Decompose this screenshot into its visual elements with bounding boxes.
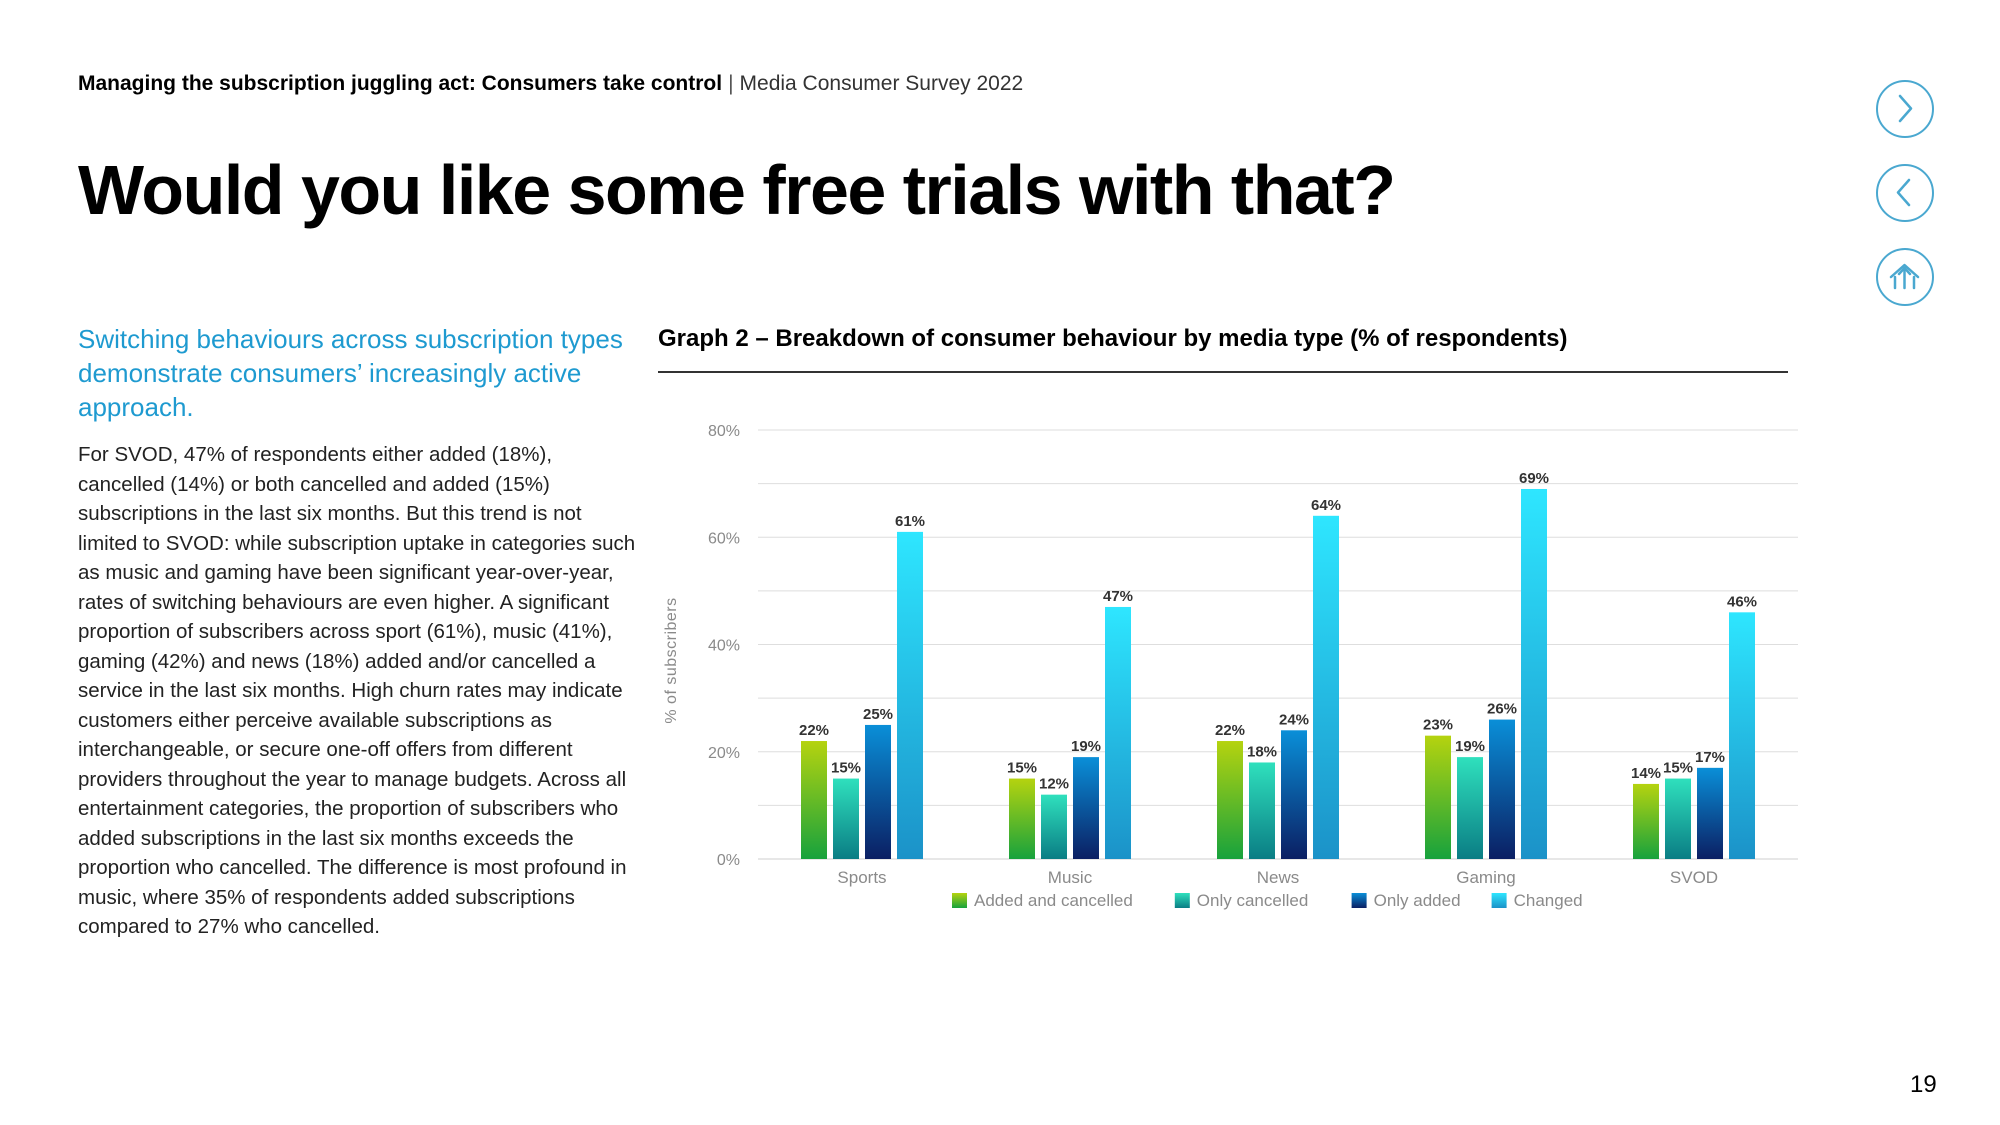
x-tick-label: News bbox=[1257, 868, 1300, 887]
legend-swatch bbox=[1491, 893, 1507, 908]
bar bbox=[1697, 767, 1723, 859]
bar bbox=[801, 741, 827, 859]
data-label: 19% bbox=[1071, 738, 1101, 755]
data-label: 12% bbox=[1039, 776, 1069, 793]
bar bbox=[1073, 757, 1099, 859]
x-tick-label: SVOD bbox=[1670, 868, 1718, 887]
legend-swatch bbox=[1174, 893, 1190, 908]
data-label: 61% bbox=[895, 513, 925, 530]
chevron-left-icon bbox=[1896, 178, 1911, 207]
y-axis-label: % of subscribers bbox=[663, 597, 680, 723]
legend-label: Only added bbox=[1374, 891, 1461, 910]
x-tick-label: Gaming bbox=[1456, 868, 1516, 887]
page-number: 19 bbox=[1910, 1071, 1937, 1098]
data-label: 26% bbox=[1487, 701, 1517, 718]
y-tick-label: 0% bbox=[717, 852, 740, 869]
data-label: 64% bbox=[1311, 497, 1341, 514]
bar bbox=[1633, 783, 1659, 859]
survey-name: Media Consumer Survey 2022 bbox=[739, 72, 1024, 95]
header-separator: | bbox=[728, 72, 734, 95]
bar bbox=[1217, 741, 1243, 859]
previous-page-button[interactable] bbox=[1876, 164, 1934, 222]
bar bbox=[1041, 794, 1067, 859]
bar bbox=[1425, 735, 1451, 859]
data-label: 69% bbox=[1519, 470, 1549, 487]
bar bbox=[1105, 606, 1131, 859]
legend-label: Changed bbox=[1514, 891, 1583, 910]
bar bbox=[833, 778, 859, 859]
data-label: 14% bbox=[1631, 765, 1661, 782]
bar bbox=[1729, 612, 1755, 859]
legend-label: Only cancelled bbox=[1197, 891, 1309, 910]
data-label: 22% bbox=[799, 722, 829, 739]
report-header: Managing the subscription juggling act: … bbox=[78, 72, 1023, 96]
data-label: 24% bbox=[1279, 711, 1309, 728]
data-label: 25% bbox=[863, 706, 893, 723]
data-label: 46% bbox=[1727, 593, 1757, 610]
y-tick-label: 40% bbox=[708, 638, 740, 655]
bar bbox=[1249, 762, 1275, 859]
bar bbox=[1009, 778, 1035, 859]
lead-paragraph: Switching behaviours across subscription… bbox=[78, 324, 623, 422]
data-label: 15% bbox=[1663, 760, 1693, 777]
data-label: 15% bbox=[831, 760, 861, 777]
data-label: 15% bbox=[1007, 760, 1037, 777]
y-tick-label: 20% bbox=[708, 745, 740, 762]
bar bbox=[1665, 778, 1691, 859]
y-tick-label: 60% bbox=[708, 530, 740, 547]
chevron-right-icon bbox=[1898, 94, 1913, 123]
home-icon bbox=[1889, 263, 1920, 290]
legend-swatch bbox=[1351, 893, 1367, 908]
bar bbox=[1281, 730, 1307, 859]
legend-swatch bbox=[952, 893, 967, 908]
bar bbox=[1313, 515, 1339, 859]
page-title: Would you like some free trials with tha… bbox=[78, 151, 1396, 229]
bar bbox=[897, 531, 923, 859]
chart-title-divider bbox=[658, 371, 1788, 373]
data-label: 19% bbox=[1455, 738, 1485, 755]
bar bbox=[1521, 488, 1547, 859]
x-tick-label: Sports bbox=[837, 868, 886, 887]
home-button[interactable] bbox=[1876, 248, 1934, 306]
body-paragraph: For SVOD, 47% of respondents either adde… bbox=[78, 443, 636, 938]
next-page-button[interactable] bbox=[1876, 80, 1934, 138]
data-label: 22% bbox=[1215, 722, 1245, 739]
chart-title: Graph 2 – Breakdown of consumer behaviou… bbox=[658, 325, 1568, 352]
data-label: 18% bbox=[1247, 743, 1277, 760]
report-title: Managing the subscription juggling act: … bbox=[78, 72, 723, 95]
bar bbox=[865, 724, 891, 859]
data-label: 23% bbox=[1423, 717, 1453, 734]
bar bbox=[1489, 719, 1515, 859]
data-label: 47% bbox=[1103, 588, 1133, 605]
x-tick-label: Music bbox=[1048, 868, 1093, 887]
bar-chart: 0% 20% 40% 60% 80% % of subscribers 22% 15% 25% 6… bbox=[663, 423, 1798, 910]
legend-label: Added and cancelled bbox=[974, 891, 1133, 910]
data-label: 17% bbox=[1695, 749, 1725, 766]
bar bbox=[1457, 757, 1483, 859]
y-tick-label: 80% bbox=[708, 423, 740, 440]
